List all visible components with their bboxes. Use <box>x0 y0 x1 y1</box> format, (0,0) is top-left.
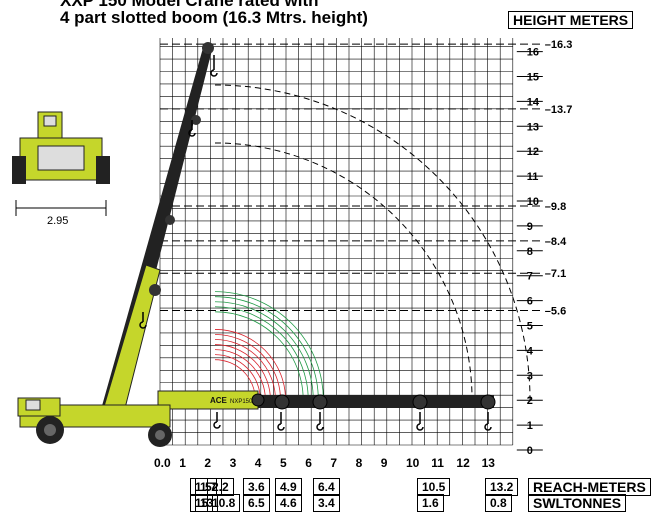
load-arcs <box>160 43 543 401</box>
swl-value: 3.4 <box>313 494 340 512</box>
height-tick-label: 15 <box>527 72 539 84</box>
chart-title-line1: XXP 150 Model Crane rated with <box>60 0 319 10</box>
load-radius-arc-red <box>214 344 271 401</box>
reach-value: 10.5 <box>417 478 451 496</box>
height-tick-label: 16 <box>527 47 539 59</box>
load-radius-arc-red <box>214 339 276 401</box>
reach-tick-label: 10 <box>406 456 420 470</box>
swl-value: 0.8 <box>485 494 512 512</box>
load-radius-arc-green <box>214 311 304 401</box>
boom-brand: ACE <box>210 396 228 405</box>
load-radius-arc-green <box>214 306 309 401</box>
height-tick-label: 1 <box>527 420 533 432</box>
reach-tick-label: 6 <box>305 456 312 470</box>
height-tick-label: 0 <box>527 445 533 457</box>
load-radius-arc-green <box>214 291 324 401</box>
height-tick-label: 10 <box>527 196 539 208</box>
height-tick-label: 13 <box>527 121 539 133</box>
reach-tick-labels: 0.0 1 2 3 4 5 6 7 8 9 10 11 12 13 <box>154 456 495 470</box>
height-tick-label: 7 <box>527 271 533 283</box>
reach-tick-label: 0.0 <box>154 456 171 470</box>
height-tick-label: 9 <box>527 221 533 233</box>
reach-meters-label: REACH-METERS <box>528 478 651 496</box>
height-tick-label: 14 <box>527 96 540 108</box>
reach-tick-label: 3 <box>230 456 237 470</box>
height-mark-label: –7.1 <box>545 268 566 280</box>
horizontal-boom: ACE NXP150 <box>157 390 496 431</box>
reach-tick-label: 7 <box>330 456 337 470</box>
reach-value: 3.6 <box>243 478 270 496</box>
reach-tick-label: 9 <box>381 456 388 470</box>
load-radius-arc-green <box>214 296 319 401</box>
swl-value: 4.6 <box>275 494 302 512</box>
load-radius-arc <box>214 142 473 401</box>
luffed-boom <box>98 42 218 421</box>
height-tick-label: 4 <box>527 345 534 357</box>
reach-tick-label: 8 <box>356 456 363 470</box>
height-tick-label: 3 <box>527 370 533 382</box>
load-radius-arc-red <box>214 349 266 401</box>
boom-model: NXP150 <box>230 399 253 405</box>
height-tick-label: 6 <box>527 296 533 308</box>
load-radius-arc-red <box>214 354 261 401</box>
swl-value: 10.8 <box>207 494 241 512</box>
height-marks: –16.3 –13.7 –9.8 –8.4 –7.1 –5.6 <box>545 39 573 317</box>
height-mark-label: –5.6 <box>545 306 566 318</box>
height-tick-label: 11 <box>527 171 539 183</box>
swl-value: 1.6 <box>417 494 444 512</box>
height-tick-label: 2 <box>527 395 533 407</box>
height-mark-label: –9.8 <box>545 201 566 213</box>
reach-tick-label: 12 <box>456 456 470 470</box>
height-meters-label: HEIGHT METERS <box>508 11 634 29</box>
reach-tick-label: 1 <box>179 456 186 470</box>
height-tick-label: 12 <box>527 146 539 158</box>
height-tick-label: 8 <box>527 246 533 258</box>
vehicle-width-label: 2.95 <box>47 215 68 227</box>
swl-tonnes-label: SWLTONNES <box>528 494 627 512</box>
reach-tick-label: 11 <box>431 456 444 470</box>
load-radius-arc-green <box>214 301 314 401</box>
reach-tick-label: 13 <box>482 456 496 470</box>
load-radius-arc-red <box>214 334 281 401</box>
height-mark-label: –16.3 <box>545 39 573 51</box>
reach-tick-label: 4 <box>255 456 262 470</box>
swl-value: 6.5 <box>243 494 270 512</box>
vehicle-front-view: 2.95 <box>12 111 110 227</box>
reach-value: 13.2 <box>485 478 519 496</box>
chart-grid <box>159 38 514 446</box>
height-mark-label: –13.7 <box>545 104 573 116</box>
crane-carrier <box>17 397 172 447</box>
chart-title-line2: 4 part slotted boom (16.3 Mtrs. height) <box>60 8 368 27</box>
height-tick-label: 5 <box>527 321 533 333</box>
height-mark-label: –8.4 <box>545 236 567 248</box>
reach-tick-label: 5 <box>280 456 287 470</box>
reach-value: 2.2 <box>207 478 234 496</box>
reach-tick-label: 2 <box>204 456 211 470</box>
reach-value: 6.4 <box>313 478 340 496</box>
load-radius-arc-red <box>214 329 286 401</box>
reach-value: 4.9 <box>275 478 302 496</box>
load-radius-arc <box>214 84 531 401</box>
